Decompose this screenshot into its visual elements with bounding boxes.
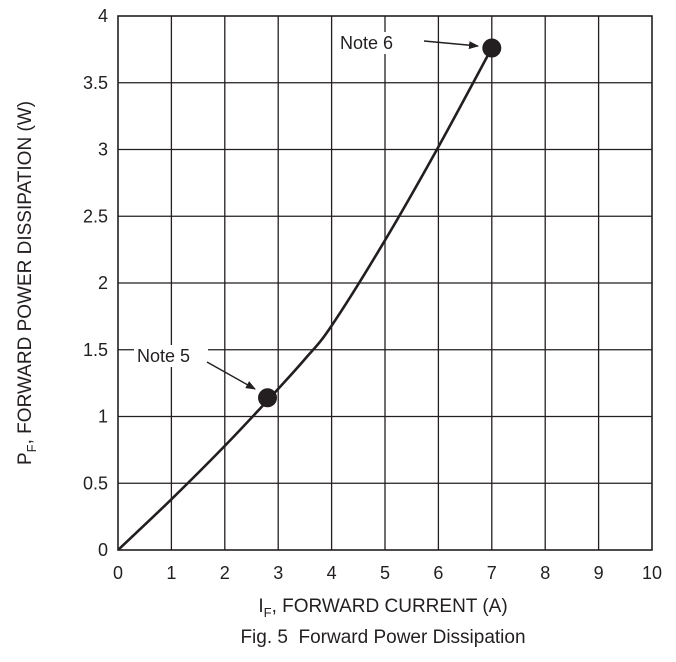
x-axis-title: IF, FORWARD CURRENT (A) [258, 596, 507, 620]
y-axis-title-subscript: F [24, 444, 39, 452]
y-tick-labels: 0 0.5 1 1.5 2 2.5 3 3.5 4 [83, 6, 108, 560]
note-marker-dot [258, 388, 278, 408]
note-arrow [423, 40, 479, 50]
y-tick-label: 0 [98, 540, 108, 560]
y-tick-label: 4 [98, 6, 108, 26]
x-tick-label: 10 [642, 563, 662, 583]
plot-border [117, 15, 653, 551]
series-line [117, 47, 493, 551]
note-marker-dot [482, 38, 502, 58]
y-tick-label: 2 [98, 273, 108, 293]
y-tick-label: 0.5 [83, 473, 108, 493]
y-tick-label: 1 [98, 407, 108, 427]
y-axis-title-rest: , FORWARD POWER DISSIPATION (W) [15, 101, 36, 444]
x-tick-label: 1 [166, 563, 176, 583]
x-tick-label: 3 [273, 563, 283, 583]
note-label: Note 6 [340, 33, 393, 53]
annotations: Note 5 Note 6 [134, 32, 502, 408]
y-tick-label: 3 [98, 140, 108, 160]
y-axis-title-main: P [15, 452, 36, 465]
x-tick-label: 7 [487, 563, 497, 583]
figure-caption: Fig. 5 Forward Power Dissipation [240, 627, 525, 648]
x-tick-label: 9 [594, 563, 604, 583]
x-tick-label: 6 [433, 563, 443, 583]
note-label-background [134, 345, 208, 367]
y-tick-label: 3.5 [83, 73, 108, 93]
y-axis-title: PF, FORWARD POWER DISSIPATION (W) [15, 101, 39, 465]
x-axis-title-rest: , FORWARD CURRENT (A) [272, 596, 508, 617]
y-tick-label: 2.5 [83, 206, 108, 226]
x-axis-title-main: I [258, 596, 263, 617]
x-tick-label: 0 [113, 563, 123, 583]
x-tick-labels: 0 1 2 3 4 5 6 7 8 9 10 [113, 563, 662, 583]
x-axis-title-subscript: F [264, 605, 272, 620]
plot-frame [117, 15, 653, 551]
y-tick-label: 1.5 [83, 340, 108, 360]
note-label-background [337, 32, 411, 54]
x-tick-label: 2 [220, 563, 230, 583]
grid [118, 16, 652, 550]
x-tick-label: 8 [540, 563, 550, 583]
x-tick-label: 4 [327, 563, 337, 583]
series-curve [117, 47, 493, 551]
note-label: Note 5 [137, 346, 190, 366]
x-tick-label: 5 [380, 563, 390, 583]
note-arrow [206, 361, 256, 390]
